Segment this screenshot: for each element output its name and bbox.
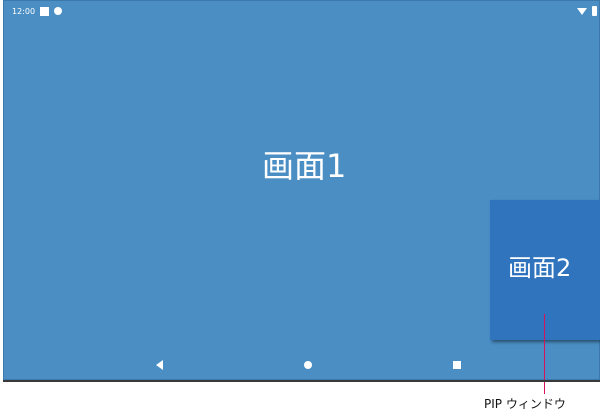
pip-pointer-line [544, 314, 545, 394]
pip-window-caption: PIP ウィンドウ [484, 397, 566, 411]
status-bar: 12:00 [3, 0, 600, 20]
home-icon[interactable] [304, 361, 312, 369]
recents-icon[interactable] [453, 361, 461, 369]
status-time: 12:00 [12, 7, 36, 16]
navigation-bar [3, 350, 600, 380]
pip-window[interactable]: 画面2 [490, 200, 600, 394]
screen2-label: 画面2 [508, 254, 572, 282]
wifi-icon [577, 8, 587, 15]
notification-dot-icon [54, 7, 62, 15]
main-screen[interactable]: 12:00 画面1 画面2 [3, 0, 600, 394]
screen1-label: 画面1 [262, 147, 347, 185]
back-icon[interactable] [156, 360, 163, 370]
notification-square-icon [40, 7, 49, 16]
battery-icon [592, 6, 597, 16]
device-bottom-edge [3, 380, 600, 382]
